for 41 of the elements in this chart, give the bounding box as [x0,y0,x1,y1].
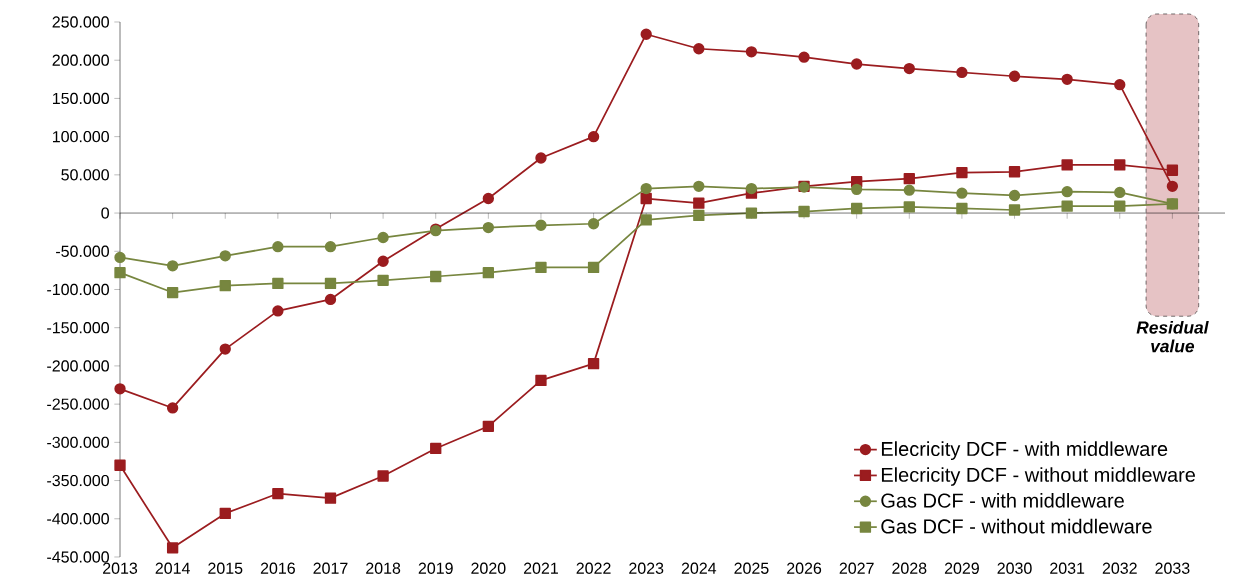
x-tick-label: 2026 [787,562,822,574]
legend-label: Elecricity DCF - without middleware [881,467,1196,486]
y-tick-label: 50.000 [61,169,109,181]
x-tick-label: 2027 [839,562,874,574]
y-tick-label: 150.000 [52,92,109,105]
y-tick-label: 100.000 [52,130,109,143]
x-tick-label: 2033 [1155,562,1190,574]
x-tick-label: 2017 [313,562,348,574]
x-tick-label: 2023 [629,562,664,574]
x-tick-label: 2024 [681,562,717,574]
y-tick-label: -350.000 [47,474,109,487]
y-tick-label: 250.000 [52,16,109,28]
x-tick-label: 2030 [997,562,1032,574]
x-tick-label: 2029 [944,562,979,574]
x-tick-label: 2022 [576,562,611,574]
legend-label: Gas DCF - with middleware [881,493,1124,508]
y-tick-label: -300.000 [47,436,109,448]
y-tick-label: -200.000 [47,360,109,372]
x-tick-label: 2019 [418,562,453,574]
y-tick-label: -150.000 [47,322,109,334]
y-tick-label: 0 [101,207,109,219]
y-tick-label: -50.000 [56,245,109,257]
x-tick-label: 2014 [155,562,190,574]
x-tick-label: 2020 [471,562,506,574]
x-tick-label: 2018 [366,562,401,574]
y-tick-label: -400.000 [47,513,109,525]
y-tick-label: -250.000 [47,398,109,410]
x-tick-label: 2013 [103,562,138,574]
x-tick-label: 2025 [734,562,769,574]
band-label: Residual value [1136,320,1209,353]
y-tick-label: 200.000 [52,54,109,66]
x-tick-label: 2016 [260,562,295,574]
x-tick-label: 2021 [523,562,558,574]
legend-label: Gas DCF - without middleware [881,518,1152,534]
x-tick-label: 2015 [208,562,243,574]
legend-label: Elecricity DCF - with middleware [881,441,1168,460]
y-tick-label: -450.000 [47,551,109,563]
x-tick-label: 2028 [892,562,927,574]
x-tick-label: 2031 [1050,562,1085,574]
x-tick-label: 2032 [1102,562,1137,574]
y-tick-label: -100.000 [47,283,109,296]
